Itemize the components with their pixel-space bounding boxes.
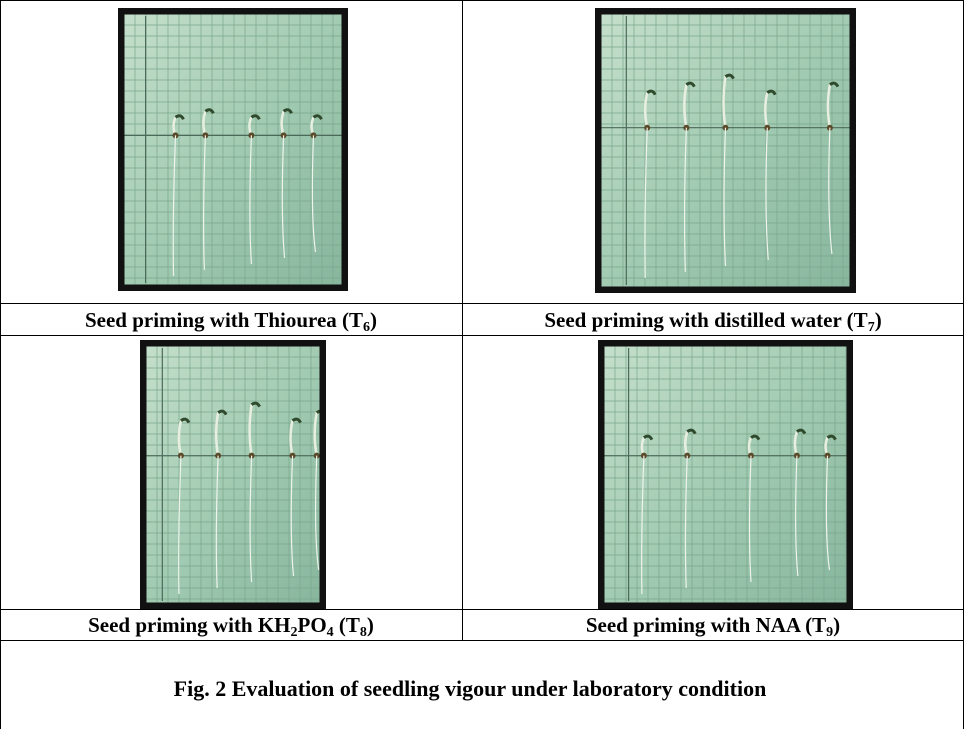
root: [828, 127, 833, 255]
border: [0, 0, 1, 729]
seed: [289, 452, 296, 459]
cotyledon: [750, 434, 761, 441]
panel-caption: Seed priming with Thiourea (T6): [0, 304, 462, 336]
paper: [140, 340, 326, 609]
root: [683, 127, 687, 273]
subscript: 8: [359, 625, 367, 640]
paper: [598, 340, 853, 609]
seedling-photo: [595, 8, 856, 293]
seed: [764, 124, 771, 131]
subscript: 7: [867, 320, 875, 335]
photo-frame: [140, 340, 326, 609]
cotyledon: [217, 409, 228, 416]
seedling-photo: [598, 340, 853, 609]
cotyledon: [766, 89, 777, 96]
border: [0, 0, 964, 1]
root: [290, 455, 295, 577]
cotyledon: [795, 428, 807, 435]
caption-text: Seed priming with distilled water (T: [544, 308, 868, 332]
seed: [793, 452, 800, 459]
photo-frame: [598, 340, 853, 609]
seedling-photo: [140, 340, 326, 609]
border: [0, 335, 964, 336]
cotyledon: [685, 81, 696, 88]
cotyledon: [250, 114, 261, 121]
paper: [595, 8, 856, 293]
root: [178, 455, 182, 595]
panel-caption: Seed priming with NAA (T9): [463, 609, 963, 641]
caption-text: Seed priming with KH: [88, 613, 291, 637]
panel-caption: Seed priming with distilled water (T7): [463, 304, 963, 336]
seed: [640, 452, 647, 459]
cotyledon: [642, 434, 654, 441]
seed: [177, 452, 184, 459]
photo-frame: [595, 8, 856, 293]
caption-text: PO: [297, 613, 327, 637]
root: [249, 135, 252, 265]
seed: [644, 124, 651, 131]
seed: [313, 452, 320, 459]
border: [0, 640, 964, 641]
seed: [684, 452, 691, 459]
seedling-photo: [118, 8, 348, 291]
caption-text: Seed priming with NAA (T: [585, 613, 827, 637]
root: [723, 127, 727, 267]
subscript: 6: [363, 320, 371, 335]
cotyledon: [282, 108, 293, 115]
cotyledon: [724, 73, 735, 80]
subscript: 9: [826, 625, 834, 640]
subscript: 2: [290, 625, 298, 640]
paper: [118, 8, 348, 291]
root: [311, 135, 317, 253]
border: [0, 609, 964, 610]
root: [644, 127, 648, 279]
seed: [248, 452, 255, 459]
caption-text: Seed priming with Thiourea (T: [84, 308, 364, 332]
seed: [824, 452, 831, 459]
panel-caption: Seed priming with KH2PO4 (T8): [0, 609, 462, 641]
root: [684, 455, 688, 589]
cotyledon: [828, 81, 840, 88]
cotyledon: [646, 89, 657, 96]
caption-text: ): [833, 613, 841, 637]
figure-caption: Fig. 2 Evaluation of seedling vigour und…: [173, 676, 767, 701]
cotyledon: [204, 108, 215, 115]
root: [249, 455, 253, 583]
photo-frame: [118, 8, 348, 291]
root: [825, 455, 831, 571]
root: [795, 455, 799, 577]
cotyledon: [686, 428, 697, 435]
cotyledon: [179, 417, 191, 424]
caption-text: (T: [333, 613, 360, 637]
border: [963, 0, 964, 729]
root: [314, 455, 320, 571]
root: [641, 455, 645, 595]
cotyledon: [250, 401, 261, 408]
seed: [826, 124, 833, 131]
border: [462, 0, 463, 640]
subscript: 4: [326, 625, 334, 640]
root: [215, 455, 219, 589]
caption-text: ): [370, 308, 378, 332]
root: [281, 135, 286, 259]
cotyledon: [312, 114, 323, 121]
seed: [215, 452, 222, 459]
border: [0, 303, 964, 304]
cotyledon: [826, 434, 837, 441]
cotyledon: [291, 417, 302, 424]
root: [172, 135, 177, 277]
cotyledon: [174, 114, 185, 121]
root: [748, 455, 752, 583]
seed: [748, 452, 754, 459]
caption-text: ): [874, 308, 882, 332]
root: [203, 135, 206, 271]
caption-text: ): [366, 613, 374, 637]
root: [765, 127, 769, 261]
